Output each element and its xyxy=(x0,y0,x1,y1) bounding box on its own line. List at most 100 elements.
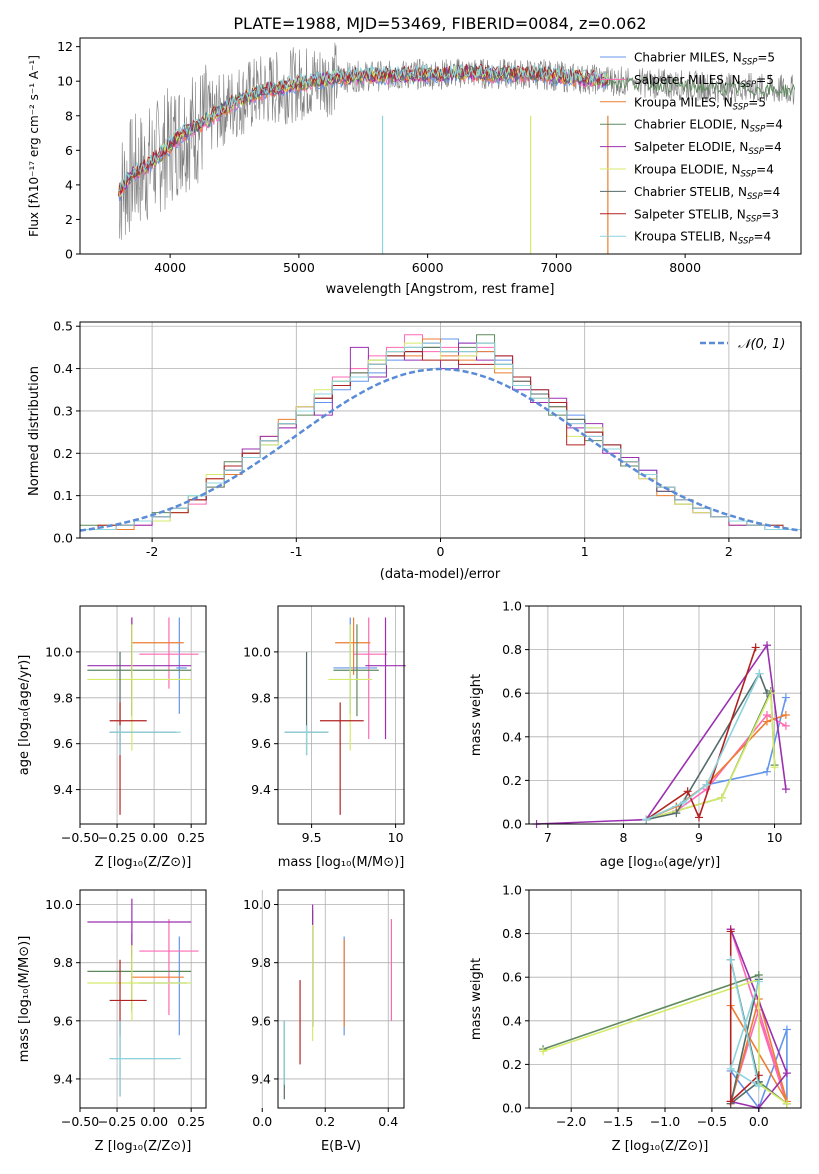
x-tick-label: 0 xyxy=(437,544,445,559)
weight-point xyxy=(782,1025,791,1034)
weight-point xyxy=(539,1047,548,1056)
x-tick-label: 0.25 xyxy=(177,830,205,845)
y-tick-label: 0.8 xyxy=(502,926,522,941)
z-mass-panel: −0.50−0.25 0.00 0.25 9.4 9.6 9.8 10.0 Z [log₁₀… xyxy=(17,889,207,1154)
weight-point xyxy=(672,809,681,818)
y-tick-label: 0.6 xyxy=(502,970,522,985)
chart-title: PLATE=1988, MJD=53469, FIBERID=0084, z=0… xyxy=(233,14,646,33)
y-tick-label: 0.0 xyxy=(502,1101,522,1116)
weight-point xyxy=(683,787,692,796)
x-tick-label: -1 xyxy=(290,544,302,559)
x-tick-label: 0.0 xyxy=(749,1114,769,1129)
age-weight-panel: 7 8 9 10 0.0 0.2 0.4 0.6 0.8 1.0 age [log₁₀(age/y… xyxy=(469,599,802,870)
weight-point xyxy=(717,793,726,802)
axes-frame xyxy=(528,889,802,1109)
x-tick-label: 0.00 xyxy=(140,830,168,845)
weight-point xyxy=(755,669,764,678)
histogram-marks xyxy=(79,334,802,538)
ebv-mass-panel: 0.0 0.2 0.4 9.4 9.6 9.8 10.0 E(B-V) xyxy=(243,889,405,1154)
y-tick-label: 8 xyxy=(65,108,73,123)
model-spectrum-line xyxy=(118,64,609,196)
x-tick-label: −0.50 xyxy=(61,1114,99,1129)
legend: Chabrier MILES, NSSP=5 Salpeter MILES, NS… xyxy=(600,51,783,247)
y-axis-label: mass weight xyxy=(469,674,484,756)
y-tick-label: 0.0 xyxy=(53,531,73,546)
y-tick-label: 10.0 xyxy=(45,897,73,912)
weight-series-line xyxy=(645,673,761,821)
x-axis-label: wavelength [Angstrom, rest frame] xyxy=(326,282,555,297)
x-tick-label: 5000 xyxy=(283,260,315,275)
legend-label: Chabrier MILES, NSSP=5 xyxy=(634,51,775,68)
y-tick-label: 9.8 xyxy=(251,690,271,705)
x-tick-label: 10 xyxy=(388,830,404,845)
weight-series-line xyxy=(729,959,760,1088)
y-tick-label: 9.6 xyxy=(53,736,73,751)
spectrum-panel: PLATE=1988, MJD=53469, FIBERID=0084, z=0… xyxy=(27,14,802,297)
y-tick-label: 10 xyxy=(57,74,73,89)
x-tick-label: 9.5 xyxy=(302,830,322,845)
y-tick-label: 10.0 xyxy=(243,897,271,912)
legend-label: 𝒩(0, 1) xyxy=(738,337,785,352)
legend-label: Salpeter STELIB, NSSP=3 xyxy=(634,207,779,224)
x-tick-label: −0.5 xyxy=(697,1114,727,1129)
x-axis-label: E(B-V) xyxy=(321,1139,361,1154)
x-tick-label: 0.4 xyxy=(378,1114,398,1129)
legend-label: Kroupa STELIB, NSSP=4 xyxy=(634,230,771,247)
weight-point xyxy=(781,721,790,730)
weight-point xyxy=(726,955,735,964)
weight-point xyxy=(726,1097,735,1106)
y-tick-label: 9.8 xyxy=(53,690,73,705)
x-axis-label: age [log₁₀(age/yr)] xyxy=(600,855,721,870)
weight-point xyxy=(726,1064,735,1073)
legend-label: Kroupa ELODIE, NSSP=4 xyxy=(634,163,774,180)
y-tick-label: 9.8 xyxy=(53,955,73,970)
y-tick-label: 9.6 xyxy=(53,1013,73,1028)
weight-point xyxy=(782,1069,791,1078)
histogram-panel: -2 -1 0 1 2 0.0 0.1 0.2 0.3 0.4 0.5 (data-model)/e… xyxy=(27,319,802,582)
y-tick-label: 0.0 xyxy=(502,817,522,832)
mass-age-panel: 9.5 10 9.4 9.6 9.8 10.0 mass [log₁₀(M/M⊙)] xyxy=(243,605,406,870)
x-tick-label: 7000 xyxy=(540,260,572,275)
weight-point xyxy=(695,813,703,822)
y-tick-label: 0.1 xyxy=(53,488,73,503)
x-tick-label: −0.50 xyxy=(61,830,99,845)
x-tick-label: 8 xyxy=(619,830,627,845)
x-axis-label: mass [log₁₀(M/M⊙)] xyxy=(278,855,405,870)
y-tick-label: 0.8 xyxy=(502,642,522,657)
legend: 𝒩(0, 1) xyxy=(700,337,785,352)
weight-point xyxy=(763,717,771,726)
x-tick-label: 8000 xyxy=(669,260,701,275)
x-tick-label: 2 xyxy=(725,544,733,559)
y-tick-label: 0.3 xyxy=(53,403,73,418)
y-tick-label: 6 xyxy=(65,143,73,158)
y-tick-label: 0.2 xyxy=(53,446,73,461)
y-tick-label: 9.4 xyxy=(251,782,271,797)
y-axis-label: mass [log₁₀(M/M⊙)] xyxy=(17,936,32,1063)
y-tick-label: 0 xyxy=(65,247,73,262)
x-tick-label: −2.0 xyxy=(556,1114,586,1129)
x-tick-label: −0.25 xyxy=(98,1114,136,1129)
x-tick-label: 9 xyxy=(695,830,703,845)
x-tick-label: 1 xyxy=(581,544,589,559)
x-axis-label: Z [log₁₀(Z/Z⊙)] xyxy=(612,1139,709,1154)
x-tick-label: 0.25 xyxy=(177,1114,205,1129)
weight-point xyxy=(781,785,790,794)
y-tick-label: 0.6 xyxy=(502,686,522,701)
axes-frame xyxy=(79,321,802,539)
y-tick-label: 0.2 xyxy=(502,773,522,788)
x-tick-label: −1.5 xyxy=(603,1114,633,1129)
legend-label: Salpeter MILES, NSSP=5 xyxy=(634,73,774,90)
x-axis-label: Z [log₁₀(Z/Z⊙)] xyxy=(95,1139,192,1154)
weight-point xyxy=(763,767,771,776)
weight-point xyxy=(781,693,790,702)
x-tick-label: 10 xyxy=(767,830,783,845)
weight-point xyxy=(754,1082,763,1091)
y-tick-label: 12 xyxy=(57,39,73,54)
x-tick-label: 7 xyxy=(544,830,552,845)
weight-point xyxy=(751,643,760,652)
x-tick-label: 0.0 xyxy=(252,1114,272,1129)
weight-series-line xyxy=(645,671,768,821)
y-tick-label: 1.0 xyxy=(502,883,522,898)
y-axis-label: mass weight xyxy=(469,958,484,1040)
weight-point xyxy=(781,711,790,719)
